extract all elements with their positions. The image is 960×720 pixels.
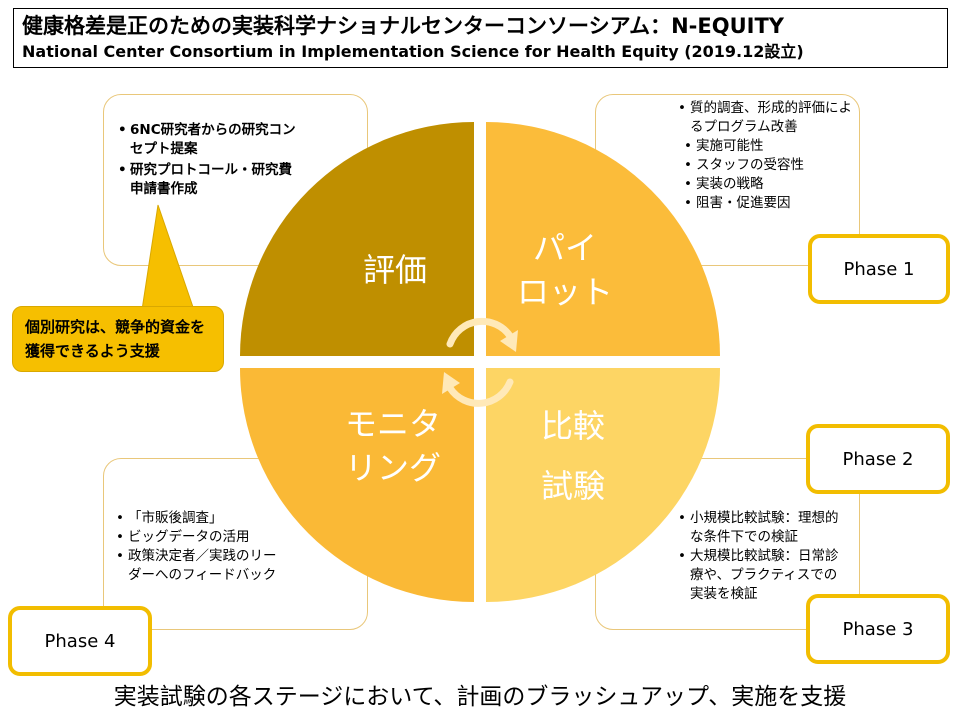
monitoring-item: 政策決定者／実践のリーダーへのフィードバック [116,547,288,585]
phase-3-box: Phase 3 [806,594,950,664]
pilot-item: 質的調査、形成的評価によるプログラム改善 [678,99,860,137]
quadrant-monitoring [240,368,474,602]
phase-2-label: Phase 2 [842,448,914,470]
callout-pointer [141,204,195,311]
phase-4-label: Phase 4 [44,630,116,652]
comparative-item: 大規模比較試験：日常診療や、プラクティスでの実装を検証 [678,547,850,604]
monitoring-item: 「市販後調査」 [116,509,359,528]
phase-1-box: Phase 1 [808,234,950,304]
quadrant-comparative [486,368,720,602]
phase-4-box: Phase 4 [8,606,152,676]
proposal-item: 研究プロトコール・研究費申請書作成 [118,161,305,199]
phase-3-label: Phase 3 [842,618,914,640]
cycle-arrowhead [500,330,518,352]
quadrant-label-comparative: 比較 試験 [540,407,605,505]
quadrant-label-evaluation: 評価 [362,251,427,289]
proposal-item: 6NC研究者からの研究コンセプト提案 [118,121,305,159]
support-callout: 個別研究は、競争的資金を獲得できるよう支援 [12,306,224,372]
quadrant-label-monitoring: モニタ リング [344,405,441,487]
title-english: National Center Consortium in Implementa… [22,42,804,61]
pilot-subitem: 阻害・促進要因 [684,194,851,213]
title-box: 健康格差是正のための実装科学ナショナルセンターコンソーシアム：N-EQUITY … [13,8,948,68]
cycle-arrowhead [442,372,460,394]
phase-1-label: Phase 1 [843,258,915,280]
quadrant-pilot [486,122,720,356]
footer-caption: 実装試験の各ステージにおいて、計画のブラッシュアップ、実施を支援 [113,684,847,710]
pilot-subitem: 実施可能性 [684,137,851,156]
pilot-subitem: 実装の戦略 [684,175,851,194]
title-japanese: 健康格差是正のための実装科学ナショナルセンターコンソーシアム：N-EQUITY [22,14,784,38]
panel-monitoring-details: 「市販後調査」 ビッグデータの活用 政策決定者／実践のリーダーへのフィードバック [103,458,368,630]
quadrant-label-pilot: パイ ロット [516,229,613,311]
comparative-item: 小規模比較試験：理想的な条件下での検証 [678,509,850,547]
cycle-arrows-icon [446,317,514,407]
phase-2-box: Phase 2 [806,424,950,494]
pilot-subitem: スタッフの受容性 [684,156,851,175]
monitoring-item: ビッグデータの活用 [116,528,359,547]
quadrant-evaluation [240,122,474,356]
